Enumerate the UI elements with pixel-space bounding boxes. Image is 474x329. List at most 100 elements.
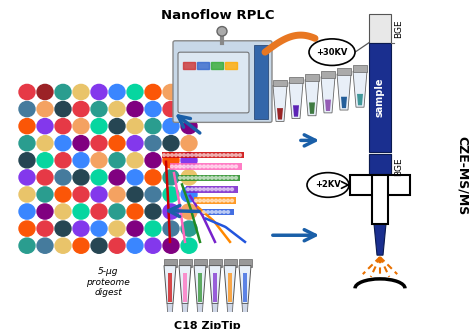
Polygon shape: [357, 94, 363, 105]
Circle shape: [37, 85, 53, 100]
Polygon shape: [197, 304, 203, 320]
Circle shape: [222, 211, 226, 214]
Circle shape: [202, 154, 206, 157]
Circle shape: [127, 238, 143, 253]
Circle shape: [222, 165, 226, 168]
Circle shape: [174, 165, 177, 168]
Bar: [224, 259, 237, 266]
Circle shape: [145, 136, 161, 151]
Circle shape: [238, 154, 241, 157]
Circle shape: [37, 187, 53, 202]
Circle shape: [91, 85, 107, 100]
Circle shape: [199, 199, 201, 202]
Polygon shape: [309, 102, 315, 114]
Text: C18 ZipTip: C18 ZipTip: [173, 320, 240, 329]
Circle shape: [55, 238, 71, 253]
Circle shape: [219, 154, 221, 157]
Circle shape: [109, 170, 125, 185]
Circle shape: [186, 188, 190, 191]
Bar: [369, 43, 391, 152]
Circle shape: [215, 188, 218, 191]
Circle shape: [207, 199, 210, 202]
Circle shape: [181, 238, 197, 253]
Circle shape: [91, 118, 107, 134]
Circle shape: [235, 154, 237, 157]
Circle shape: [179, 176, 182, 179]
Circle shape: [181, 221, 197, 236]
Circle shape: [19, 153, 35, 168]
Circle shape: [127, 85, 143, 100]
Bar: [186, 186, 238, 192]
Circle shape: [163, 118, 179, 134]
Circle shape: [235, 176, 237, 179]
Circle shape: [227, 199, 229, 202]
Circle shape: [91, 187, 107, 202]
Text: Nanoflow RPLC: Nanoflow RPLC: [161, 9, 274, 22]
Polygon shape: [164, 266, 176, 304]
Circle shape: [163, 153, 179, 168]
Circle shape: [227, 211, 229, 214]
Circle shape: [235, 165, 237, 168]
Circle shape: [222, 199, 226, 202]
Circle shape: [230, 199, 234, 202]
Circle shape: [73, 187, 89, 202]
Bar: [225, 62, 237, 69]
Circle shape: [163, 187, 179, 202]
Circle shape: [210, 211, 213, 214]
Bar: [305, 74, 319, 81]
Circle shape: [109, 204, 125, 219]
Circle shape: [210, 188, 213, 191]
Circle shape: [182, 154, 185, 157]
Circle shape: [171, 165, 173, 168]
Bar: [209, 259, 222, 266]
Circle shape: [202, 199, 206, 202]
Circle shape: [109, 85, 125, 100]
Bar: [350, 174, 410, 195]
Circle shape: [37, 221, 53, 236]
Circle shape: [230, 165, 234, 168]
Circle shape: [19, 187, 35, 202]
Text: BGE: BGE: [394, 158, 403, 176]
Circle shape: [194, 188, 198, 191]
Bar: [254, 45, 268, 118]
Circle shape: [219, 199, 221, 202]
Circle shape: [145, 118, 161, 134]
Circle shape: [179, 165, 182, 168]
Circle shape: [55, 204, 71, 219]
Polygon shape: [179, 266, 191, 304]
Circle shape: [91, 238, 107, 253]
Circle shape: [19, 118, 35, 134]
Text: +30KV: +30KV: [316, 48, 348, 57]
Circle shape: [207, 211, 210, 214]
Circle shape: [55, 118, 71, 134]
Circle shape: [210, 154, 213, 157]
Circle shape: [145, 187, 161, 202]
Ellipse shape: [307, 173, 349, 197]
Circle shape: [182, 165, 185, 168]
Polygon shape: [194, 266, 206, 304]
Bar: [194, 259, 207, 266]
Circle shape: [145, 85, 161, 100]
FancyBboxPatch shape: [178, 52, 249, 113]
Polygon shape: [277, 108, 283, 119]
Circle shape: [109, 118, 125, 134]
Polygon shape: [167, 304, 173, 320]
Circle shape: [55, 85, 71, 100]
Circle shape: [230, 188, 234, 191]
Circle shape: [222, 176, 226, 179]
Circle shape: [219, 211, 221, 214]
Bar: [369, 154, 391, 190]
Circle shape: [171, 154, 173, 157]
Circle shape: [181, 85, 197, 100]
Circle shape: [215, 211, 218, 214]
Circle shape: [181, 187, 197, 202]
Circle shape: [55, 153, 71, 168]
Circle shape: [19, 85, 35, 100]
Circle shape: [91, 153, 107, 168]
Circle shape: [181, 136, 197, 151]
Polygon shape: [243, 273, 247, 302]
Circle shape: [37, 118, 53, 134]
Circle shape: [194, 165, 198, 168]
Circle shape: [19, 204, 35, 219]
Circle shape: [145, 204, 161, 219]
